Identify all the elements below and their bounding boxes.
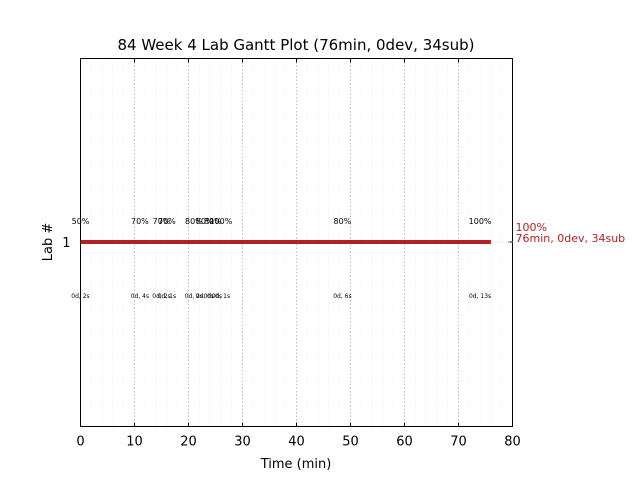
end-summary-label: 76min, 0dev, 34sub: [516, 232, 626, 245]
event-percent-label: 80%: [185, 217, 203, 226]
x-tick-label: 70: [450, 435, 467, 450]
event-time-label: 0d, 13s: [469, 293, 491, 300]
x-tick-label: 40: [288, 435, 305, 450]
end-label: 100%76min, 0dev, 34sub: [516, 221, 626, 245]
event-percent-label: 80%: [196, 217, 214, 226]
event-percent-label: 100%: [209, 217, 232, 226]
event-percent-label: 100%: [469, 217, 492, 226]
event-percent-label: 70%: [158, 217, 176, 226]
event-labels: 50% 0d, 2s 70% 0d, 4s 70% 0d, 2s 70% 0d, 1s 80% 0…: [71, 217, 492, 300]
event-time-label: 0d, 2s: [71, 293, 89, 300]
x-axis-ticks: 0 10 20 30 40 50 60 70 80: [76, 58, 521, 450]
event-time-label: 0d, 2s: [152, 293, 170, 300]
end-percent-label: 100%: [516, 221, 547, 234]
chart-title: 84 Week 4 Lab Gantt Plot (76min, 0dev, 3…: [117, 36, 474, 54]
event-time-label: 0d, 4s: [131, 293, 149, 300]
x-tick-label: 20: [180, 435, 197, 450]
x-axis-label: Time (min): [260, 457, 332, 472]
event-percent-label: 50%: [72, 217, 90, 226]
y-axis-label: Lab #: [41, 223, 56, 262]
event-percent-label: 80%: [204, 217, 222, 226]
x-tick-label: 10: [126, 435, 143, 450]
event-time-label: 0d, 0s: [204, 293, 222, 300]
event-percent-label: 80%: [334, 217, 352, 226]
event-time-label: 0d, 2s: [185, 293, 203, 300]
x-tick-label: 60: [396, 435, 413, 450]
event-time-label: 0d, 0s: [196, 293, 214, 300]
event-time-label: 0d, 6s: [333, 293, 351, 300]
event-time-label: 0d, 1s: [212, 293, 230, 300]
x-tick-label: 30: [234, 435, 251, 450]
x-tick-label: 0: [76, 435, 84, 450]
event-percent-label: 70%: [131, 217, 149, 226]
event-time-label: 0d, 1s: [158, 293, 176, 300]
x-tick-label: 80: [504, 435, 521, 450]
y-tick-label: 1: [62, 236, 70, 251]
x-tick-label: 50: [342, 435, 359, 450]
event-percent-label: 70%: [153, 217, 171, 226]
